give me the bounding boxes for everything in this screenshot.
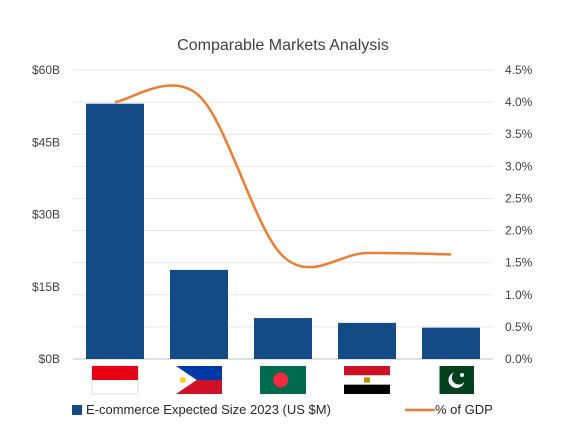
right-tick-label: 1.0% — [505, 288, 533, 302]
right-tick-label: 3.0% — [505, 159, 533, 173]
bar — [170, 269, 228, 359]
right-tick-label: 0.5% — [505, 320, 533, 334]
bar — [422, 327, 480, 359]
flag-indonesia-icon — [91, 365, 139, 395]
left-tick-label: $45B — [32, 135, 60, 149]
left-tick-label: $30B — [32, 208, 60, 222]
right-tick-label: 1.5% — [505, 256, 533, 270]
right-tick-label: 4.5% — [505, 63, 533, 77]
legend-label-line: % of GDP — [435, 402, 493, 417]
bar-series — [86, 103, 480, 359]
right-tick-label: 2.0% — [505, 224, 533, 238]
bar — [86, 103, 144, 359]
chart-title: Comparable Markets Analysis — [177, 37, 389, 54]
flag-pakistan-icon — [428, 366, 474, 394]
category-flags — [91, 365, 474, 395]
flag-philippines-icon — [176, 366, 222, 394]
bar — [254, 318, 312, 359]
left-tick-label: $60B — [32, 63, 60, 77]
left-tick-label: $15B — [32, 280, 60, 294]
flag-bangladesh-icon — [260, 366, 306, 394]
right-tick-label: 0.0% — [505, 352, 533, 366]
left-axis: $0B $15B $30B $45B $60B — [32, 63, 60, 366]
legend-label-bar: E-commerce Expected Size 2023 (US $M) — [86, 402, 331, 417]
left-tick-label: $0B — [39, 352, 60, 366]
legend-swatch-bar — [72, 405, 82, 415]
line-series — [114, 84, 452, 269]
flag-egypt-icon — [344, 366, 390, 394]
line-path — [114, 84, 452, 269]
right-axis: 0.0% 0.5% 1.0% 1.5% 2.0% 2.5% 3.0% 3.5% 4.0% 4.5% — [505, 63, 533, 366]
legend: E-commerce Expected Size 2023 (US $M) % … — [72, 402, 493, 417]
right-tick-label: 4.0% — [505, 95, 533, 109]
right-tick-label: 3.5% — [505, 127, 533, 141]
bar — [338, 322, 396, 359]
right-tick-label: 2.5% — [505, 191, 533, 205]
